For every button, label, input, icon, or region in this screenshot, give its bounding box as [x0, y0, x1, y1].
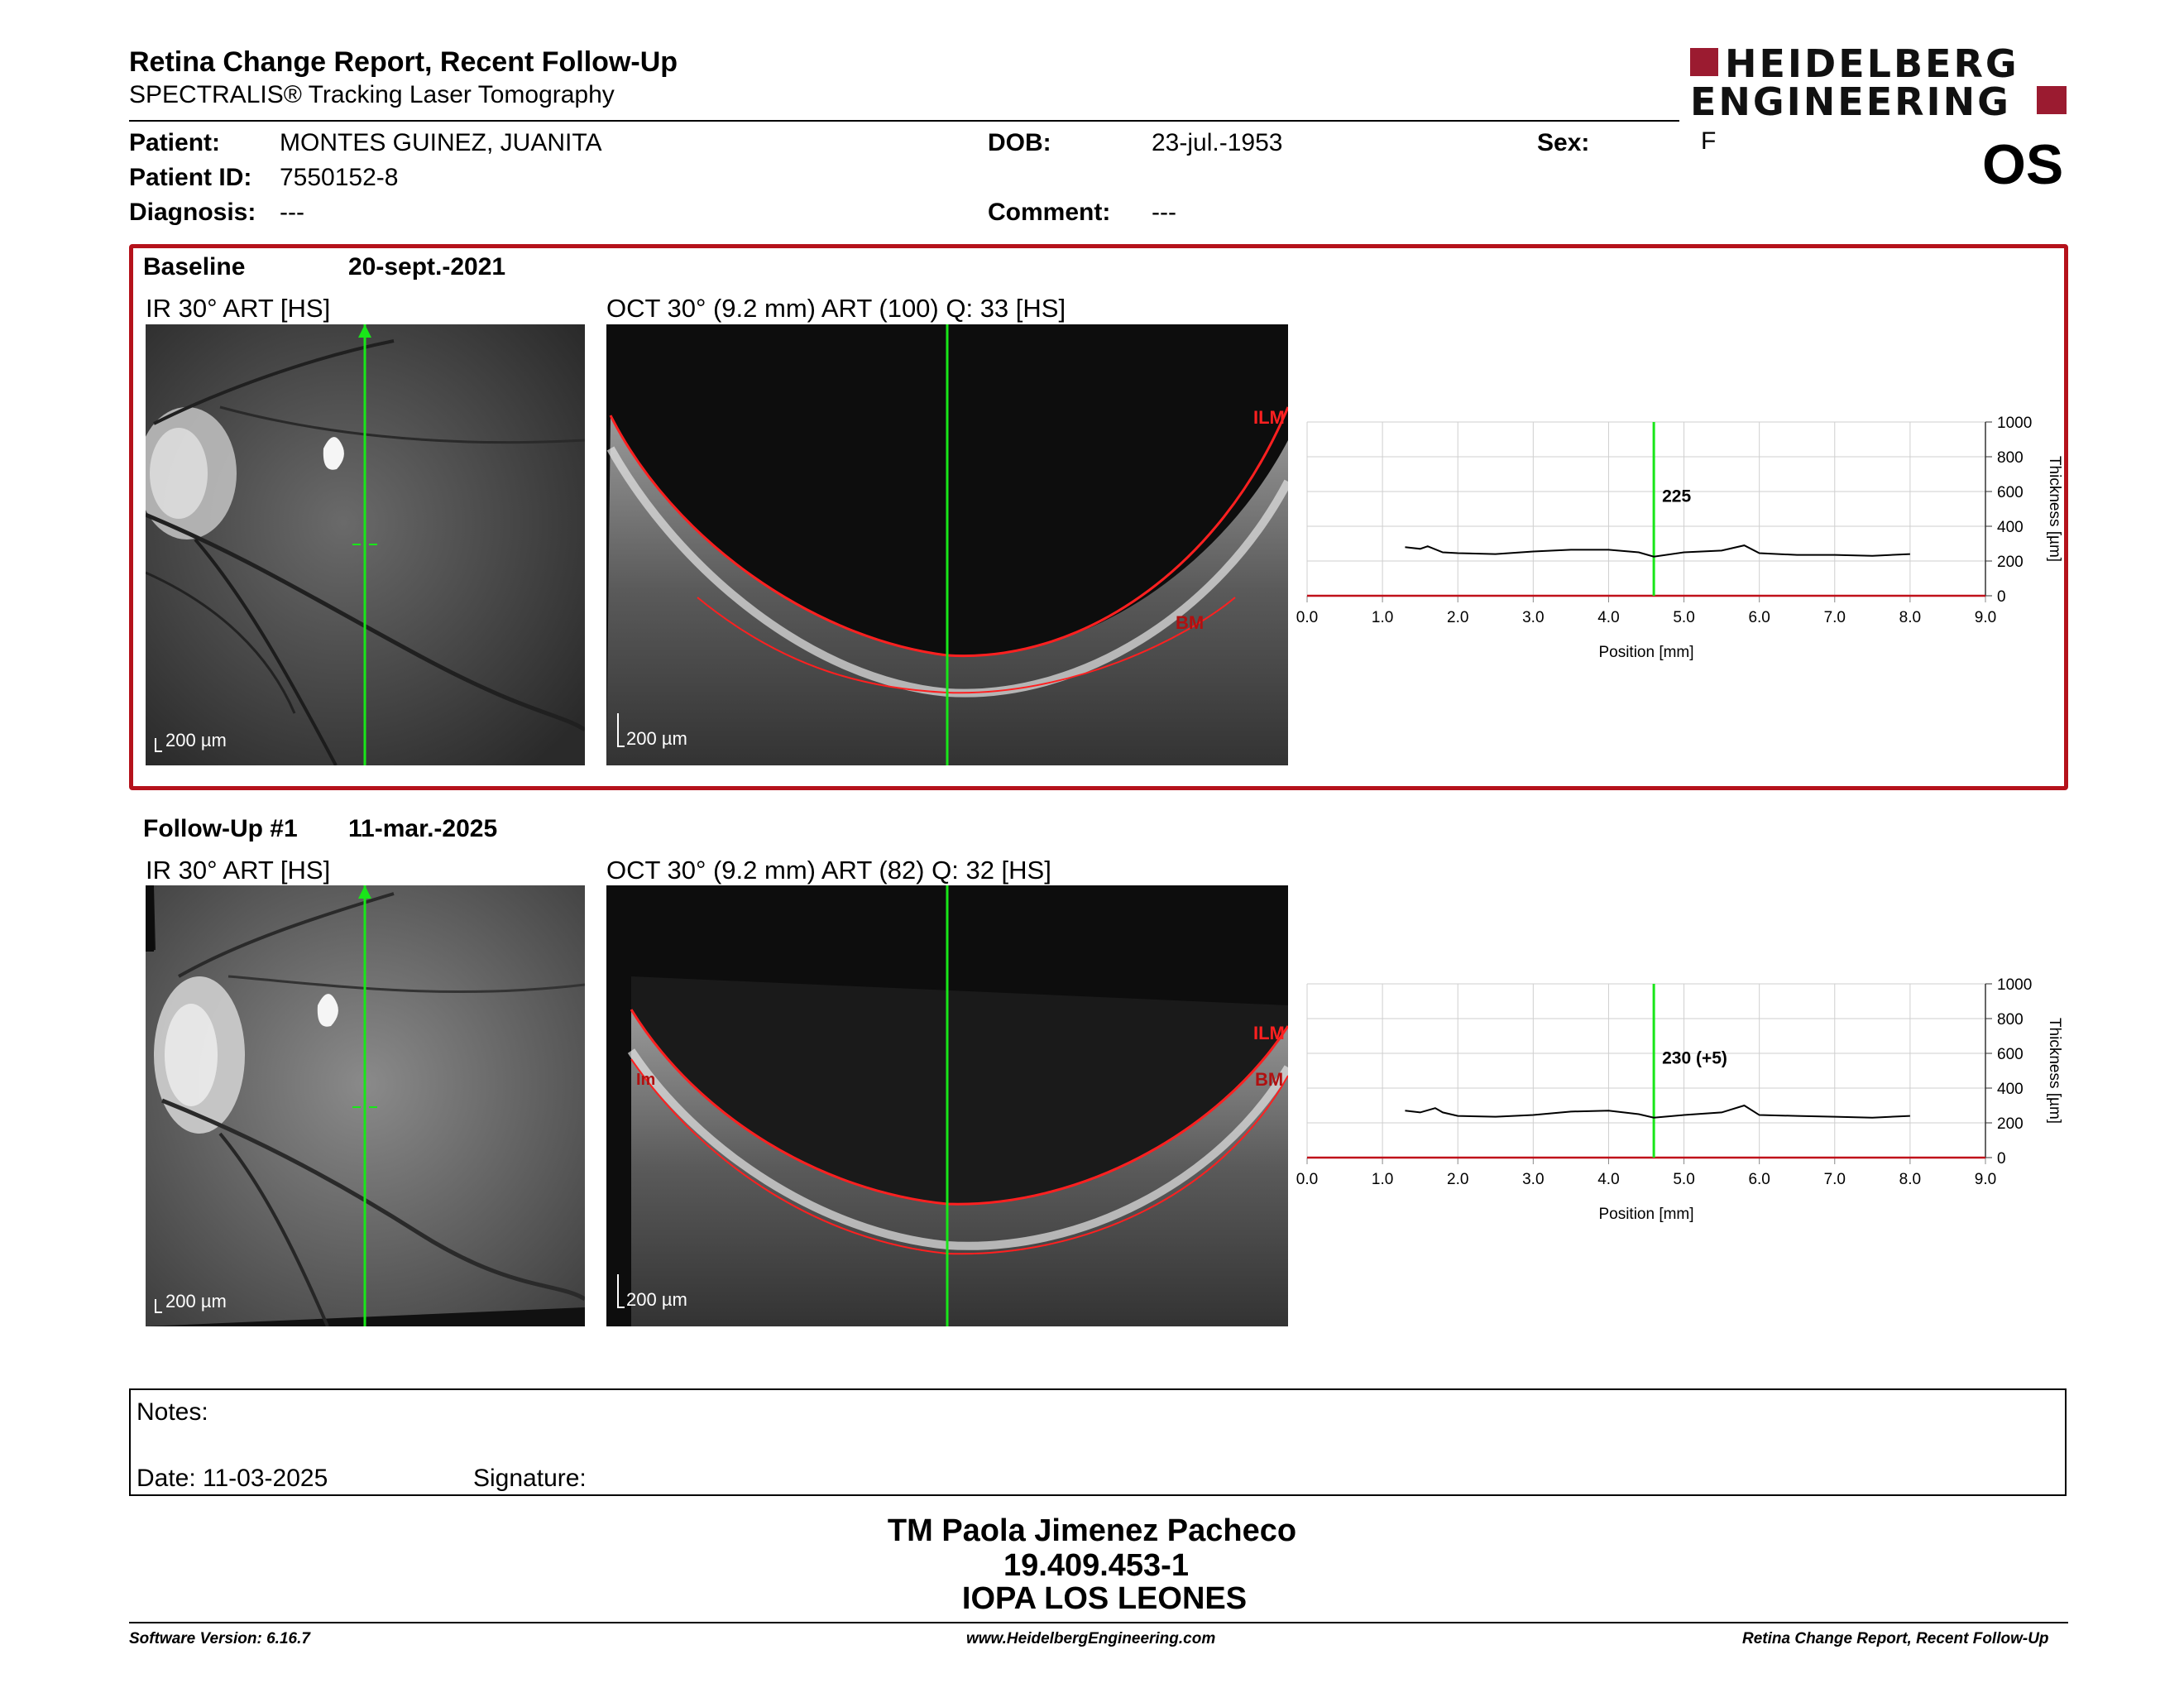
patient-id: 7550152-8: [280, 164, 399, 191]
y-axis-title: Thickness [µm]: [2046, 1018, 2063, 1124]
baseline-bm-label: BM: [1176, 612, 1205, 633]
baseline-date: 20-sept.-2021: [348, 253, 506, 281]
header-rule: [129, 120, 1679, 122]
footer-rule: [129, 1622, 2068, 1623]
followup-oct-title: OCT 30° (9.2 mm) ART (82) Q: 32 [HS]: [606, 856, 1051, 885]
signer-name: TM Paola Jimenez Pacheco: [887, 1513, 1297, 1548]
logo-square-top: [1690, 48, 1718, 76]
x-tick-label: 3.0: [1522, 609, 1544, 626]
diagnosis-label: Diagnosis:: [129, 199, 256, 226]
y-tick-label: 400: [1997, 519, 2024, 536]
marker-value-label: 225: [1662, 487, 1691, 506]
followup-thickness-plot: 0.0 1.0 2.0 3.0 4.0 5.0 6.0 7.0 8.0 9.00 200 400 600…: [1296, 976, 2063, 1223]
x-tick-label: 5.0: [1673, 609, 1694, 626]
baseline-ilm-label: ILM: [1253, 407, 1285, 428]
y-tick-label: 0: [1997, 588, 2006, 606]
signer-id: 19.409.453-1: [1003, 1548, 1189, 1583]
baseline-label: Baseline: [143, 253, 246, 281]
followup-im-label: Im: [636, 1071, 656, 1089]
baseline-oct-title: OCT 30° (9.2 mm) ART (100) Q: 33 [HS]: [606, 294, 1066, 323]
baseline-thickness-chart: 0.0 1.0 2.0 3.0 4.0 5.0 6.0 7.0 8.0 9.0 0 200 400 600…: [1274, 405, 2068, 679]
baseline-oct-bscan-image: ILM BM 200 µm: [606, 324, 1288, 765]
x-tick-label: 7.0: [1824, 1171, 1846, 1188]
x-tick-label: 7.0: [1824, 609, 1846, 626]
x-tick-label: 1.0: [1372, 609, 1393, 626]
baseline-thickness-plot: 0.0 1.0 2.0 3.0 4.0 5.0 6.0 7.0 8.0 9.00 200 400 600…: [1296, 415, 2063, 661]
baseline-ir-title: IR 30° ART [HS]: [146, 294, 331, 323]
x-tick-label: 9.0: [1975, 1171, 1996, 1188]
logo-line1: HEIDELBERG: [1725, 41, 2019, 86]
y-tick-label: 600: [1997, 484, 2024, 501]
signature-label: Signature:: [473, 1465, 587, 1492]
y-tick-label: 0: [1997, 1150, 2006, 1168]
eye-indicator: OS: [1982, 133, 2064, 196]
comment-label: Comment:: [988, 199, 1111, 226]
patient-name: MONTES GUINEZ, JUANITA: [280, 129, 602, 156]
y-tick-label: 1000: [1997, 415, 2032, 432]
sex-label: Sex:: [1537, 129, 1590, 156]
footer-website[interactable]: www.HeidelbergEngineering.com: [966, 1630, 1216, 1647]
y-tick-label: 1000: [1997, 976, 2032, 994]
x-tick-label: 5.0: [1673, 1171, 1694, 1188]
y-tick-label: 400: [1997, 1081, 2024, 1098]
marker-value-label: 230 (+5): [1662, 1049, 1727, 1068]
report-subtitle: SPECTRALIS® Tracking Laser Tomography: [129, 81, 615, 108]
footer-report-name: Retina Change Report, Recent Follow-Up: [1742, 1630, 2049, 1647]
baseline-oct-scale-bar: 200 µm: [626, 728, 687, 749]
thickness-series-line: [1405, 1104, 1910, 1119]
x-tick-label: 8.0: [1899, 1171, 1921, 1188]
followup-date: 11-mar.-2025: [348, 815, 498, 842]
report-title: Retina Change Report, Recent Follow-Up: [129, 46, 678, 78]
y-tick-label: 200: [1997, 1115, 2024, 1133]
followup-oct-bscan-image: ILM BM Im 200 µm: [606, 885, 1288, 1326]
x-tick-label: 4.0: [1597, 609, 1619, 626]
followup-ir-fundus-image: 200 µm: [146, 885, 585, 1326]
x-tick-label: 2.0: [1447, 609, 1468, 626]
logo-square-bottom: [2037, 86, 2067, 114]
baseline-ir-scale-bar: 200 µm: [165, 730, 227, 750]
patient-id-label: Patient ID:: [129, 164, 252, 191]
notes-date: Date: 11-03-2025: [136, 1465, 328, 1492]
followup-thickness-chart: 0.0 1.0 2.0 3.0 4.0 5.0 6.0 7.0 8.0 9.0 0 200 400 600…: [1274, 967, 2068, 1240]
x-tick-label: 3.0: [1522, 1171, 1544, 1188]
patient-label: Patient:: [129, 129, 221, 156]
dob-value: 23-jul.-1953: [1152, 129, 1283, 156]
footer-software-version: Software Version: 6.16.7: [129, 1630, 310, 1647]
y-tick-label: 800: [1997, 1011, 2024, 1029]
y-axis-title: Thickness [µm]: [2046, 456, 2063, 562]
x-tick-label: 6.0: [1748, 609, 1770, 626]
x-axis-title: Position [mm]: [1598, 644, 1693, 661]
x-tick-label: 2.0: [1447, 1171, 1468, 1188]
x-tick-label: 6.0: [1748, 1171, 1770, 1188]
x-tick-label: 4.0: [1597, 1171, 1619, 1188]
y-tick-label: 800: [1997, 449, 2024, 467]
x-tick-label: 9.0: [1975, 609, 1996, 626]
x-tick-label: 8.0: [1899, 609, 1921, 626]
followup-oct-scale-bar: 200 µm: [626, 1289, 687, 1310]
x-tick-label: 1.0: [1372, 1171, 1393, 1188]
y-tick-label: 600: [1997, 1046, 2024, 1063]
followup-label: Follow-Up #1: [143, 815, 298, 842]
followup-bm-label: BM: [1255, 1069, 1284, 1090]
baseline-highlight-frame: [129, 244, 2068, 790]
x-tick-label: 0.0: [1296, 609, 1318, 626]
thickness-series-line: [1405, 544, 1910, 558]
comment-value: ---: [1152, 199, 1176, 226]
notes-label: Notes:: [136, 1398, 208, 1426]
followup-ilm-label: ILM: [1253, 1023, 1285, 1043]
sex-value: F: [1701, 127, 1717, 155]
x-axis-title: Position [mm]: [1598, 1206, 1693, 1223]
notes-box[interactable]: Notes: Date: 11-03-2025 Signature:: [129, 1388, 2067, 1496]
y-tick-label: 200: [1997, 554, 2024, 571]
dob-label: DOB:: [988, 129, 1051, 156]
followup-ir-title: IR 30° ART [HS]: [146, 856, 331, 885]
signer-institution: IOPA LOS LEONES: [961, 1581, 1248, 1616]
logo-line2: ENGINEERING: [1690, 79, 2011, 124]
x-tick-label: 0.0: [1296, 1171, 1318, 1188]
followup-ir-scale-bar: 200 µm: [165, 1291, 227, 1312]
baseline-ir-fundus-image: 200 µm: [146, 324, 585, 765]
diagnosis-value: ---: [280, 199, 304, 226]
